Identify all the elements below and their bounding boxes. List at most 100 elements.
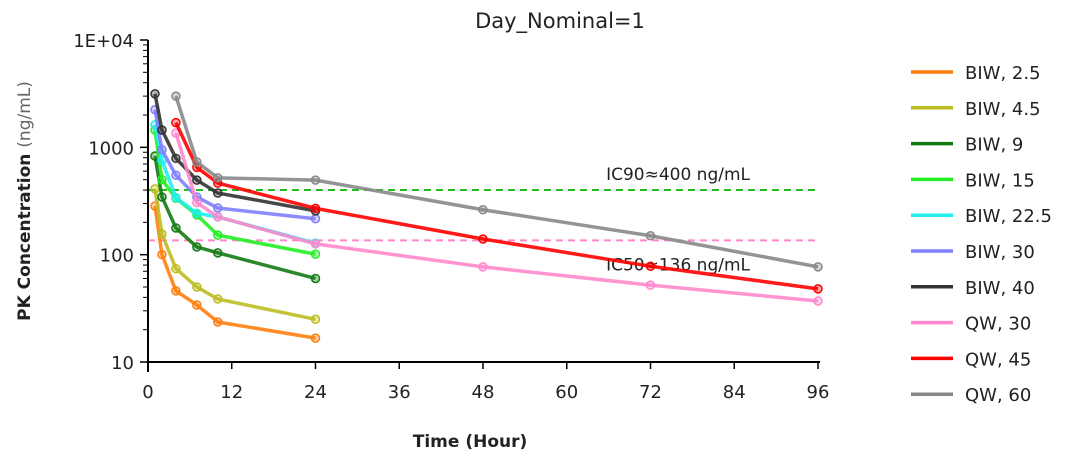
data-point (310, 214, 321, 224)
y-tick-label: 1000 (88, 138, 134, 159)
y-axis-label-main: PK Concentration (15, 154, 35, 321)
x-tick-label: 12 (220, 382, 243, 403)
series-line (174, 132, 819, 303)
x-axis-label: Time (Hour) (413, 432, 528, 452)
data-point (310, 273, 321, 284)
data-point (192, 197, 202, 208)
data-point (157, 144, 167, 155)
x-tick-label: 60 (555, 382, 578, 403)
x-tick-label: 48 (472, 382, 495, 403)
legend-item: BIW, 4.5 (911, 99, 1041, 120)
y-tick-label: 10 (111, 353, 134, 374)
y-tick-label: 1E+04 (73, 31, 134, 52)
data-point (171, 286, 181, 296)
data-point (478, 205, 488, 215)
data-point (213, 230, 223, 240)
data-point (310, 239, 321, 249)
data-point (192, 175, 202, 185)
data-point (192, 157, 202, 167)
legend-label: BIW, 15 (965, 170, 1035, 191)
reference-lines: IC90≈400 ng/mL IC50≈136 ng/mL (148, 165, 818, 275)
series-line (153, 155, 316, 281)
data-point (157, 229, 167, 239)
data-point (192, 242, 202, 252)
data-point (157, 249, 167, 260)
data-point (478, 234, 488, 244)
data-point (150, 89, 160, 99)
series-line (153, 205, 316, 340)
y-axis-label: PK Concentration (ng/mL) (15, 81, 35, 321)
data-point (213, 173, 223, 183)
data-point (171, 223, 181, 233)
chart-title: Day_Nominal=1 (475, 9, 645, 34)
y-tick-label: 100 (100, 246, 134, 267)
x-tick-label: 36 (388, 382, 411, 403)
series-line (174, 95, 819, 269)
legend-label: BIW, 30 (965, 242, 1035, 263)
legend-item: BIW, 9 (911, 135, 1023, 156)
data-point (645, 261, 656, 271)
legend-label: BIW, 4.5 (965, 99, 1041, 120)
data-point (213, 203, 223, 213)
legend-label: QW, 45 (965, 349, 1031, 370)
data-point (310, 249, 321, 259)
legend-item: QW, 45 (911, 349, 1031, 370)
data-point (813, 262, 823, 272)
legend-item: QW, 60 (911, 385, 1031, 406)
reference-line-label: IC90≈400 ng/mL (606, 165, 750, 185)
legend-label: BIW, 40 (965, 278, 1035, 299)
data-point (645, 280, 656, 290)
data-point (157, 192, 167, 202)
x-tick-label: 0 (142, 382, 153, 403)
data-point (213, 188, 223, 198)
data-point (171, 170, 181, 180)
x-tick-label: 24 (304, 382, 327, 403)
legend-label: BIW, 9 (965, 135, 1023, 156)
data-point (157, 125, 167, 135)
series-qw-30 (171, 128, 823, 306)
legend-item: BIW, 30 (911, 242, 1035, 263)
x-tick-label: 84 (723, 382, 746, 403)
x-tick-label: 96 (807, 382, 830, 403)
series-qw-60 (171, 91, 823, 272)
data-point (171, 263, 181, 274)
x-tick-label: 72 (639, 382, 662, 403)
legend-label: BIW, 2.5 (965, 63, 1041, 84)
data-point (310, 175, 321, 185)
data-point (813, 296, 823, 306)
legend-label: QW, 30 (965, 314, 1031, 335)
data-point (645, 231, 656, 241)
series-layer (150, 89, 823, 343)
legend-item: BIW, 22.5 (911, 206, 1052, 227)
axes: 10 100 1000 1E+04 0 12 24 36 48 60 72 84 96 (73, 31, 829, 403)
data-point (310, 333, 321, 343)
data-point (171, 153, 181, 164)
series-biw-9 (150, 151, 321, 284)
series-biw-4-5 (150, 184, 321, 325)
data-point (310, 314, 321, 325)
data-point (192, 282, 202, 292)
data-point (213, 294, 223, 304)
data-point (171, 91, 181, 101)
data-point (192, 300, 202, 310)
data-point (478, 262, 488, 272)
legend-item: BIW, 15 (911, 170, 1035, 191)
data-point (171, 117, 181, 128)
series-line (153, 188, 316, 322)
data-point (213, 212, 223, 222)
reference-line-label: IC50≈136 ng/mL (606, 255, 750, 275)
legend-item: BIW, 2.5 (911, 63, 1041, 84)
legend-item: QW, 30 (911, 314, 1031, 335)
data-point (310, 203, 321, 214)
data-point (213, 248, 223, 258)
data-point (150, 184, 160, 194)
data-point (192, 208, 202, 219)
y-axis-label-unit: (ng/mL) (15, 81, 35, 148)
legend: BIW, 2.5 BIW, 4.5 BIW, 9 BIW, 15 BIW, 22.5 BI… (911, 63, 1052, 406)
data-point (157, 174, 167, 185)
legend-label: QW, 60 (965, 385, 1031, 406)
legend-item: BIW, 40 (911, 278, 1035, 299)
data-point (813, 284, 823, 294)
series-line (153, 109, 316, 221)
